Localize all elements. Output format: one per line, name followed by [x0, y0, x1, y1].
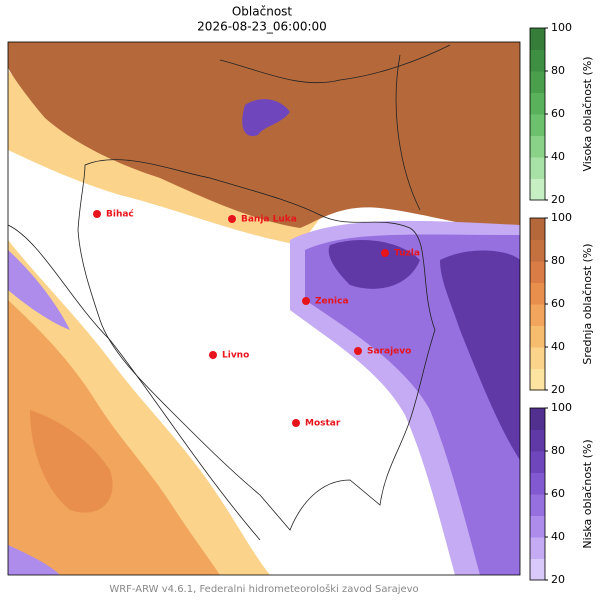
colorbar-band	[530, 347, 545, 369]
colorbar-tick-label: 60	[551, 297, 565, 310]
border-north	[8, 44, 451, 541]
colorbar-band	[530, 429, 545, 452]
city-marker	[354, 347, 362, 355]
colorbar-band	[530, 472, 545, 495]
city-label: Sarajevo	[367, 347, 411, 357]
colorbar-label: Visoka oblačnost (%)	[581, 56, 594, 171]
colorbar-band	[530, 157, 545, 179]
colorbar-band	[530, 325, 545, 348]
colorbar-band	[530, 239, 545, 262]
colorbar-tick-label: 100	[551, 401, 572, 414]
colorbar-band	[530, 49, 545, 72]
city-marker	[292, 419, 300, 427]
colorbar-tick-label: 40	[551, 530, 565, 543]
colorbar-band	[530, 261, 545, 283]
city-label: Bihać	[106, 209, 134, 220]
colorbar-band	[530, 304, 545, 326]
colorbar-band	[530, 218, 545, 240]
subtitle: 2026-08-23_06:00:00	[197, 20, 327, 34]
city-label: Mostar	[305, 419, 341, 429]
colorbar-tick-label: 60	[551, 487, 565, 500]
map	[7, 41, 521, 576]
colorbar-tick-label: 80	[551, 254, 565, 267]
colorbar-tick-label: 80	[551, 64, 565, 77]
city-label: Zenica	[315, 297, 349, 307]
colorbar-band	[530, 515, 545, 538]
city-marker	[302, 297, 310, 305]
colorbar-tick-label: 40	[551, 150, 565, 163]
mid-cloud-high	[8, 42, 520, 232]
colorbar-tick-label: 100	[551, 21, 572, 34]
colorbar-band	[530, 494, 545, 516]
colorbar-band	[530, 71, 545, 93]
colorbar-label: Srednja oblačnost (%)	[581, 243, 594, 364]
low-cloud-blob	[242, 99, 290, 137]
city-label: Livno	[222, 351, 249, 361]
border	[77, 159, 436, 531]
colorbar-band	[530, 368, 545, 391]
colorbar-tick-label: 60	[551, 107, 565, 120]
city-marker	[228, 215, 236, 223]
colorbar-band	[530, 537, 545, 559]
colorbar-tick-label: 20	[551, 383, 565, 396]
low-cloud-dense	[328, 240, 520, 460]
map-frame	[7, 41, 521, 576]
colorbar-band	[530, 114, 545, 136]
city-marker	[381, 249, 389, 257]
low-cloud-coast	[8, 250, 70, 575]
colorbar-tick-label: 40	[551, 340, 565, 353]
colorbar-label: Niska oblačnost (%)	[581, 439, 594, 548]
colorbar-tick-label: 100	[551, 211, 572, 224]
colorbar-band	[530, 408, 545, 430]
colorbar-tick-label: 20	[551, 193, 565, 206]
colorbar-band	[530, 451, 545, 473]
colorbar-band	[530, 92, 545, 115]
colorbar-tick-label: 80	[551, 444, 565, 457]
mid-cloud-left-dense	[8, 300, 220, 575]
colorbar-band	[530, 135, 545, 158]
city-label: Tuzla	[394, 249, 420, 259]
title: Oblačnost	[232, 5, 293, 19]
colorbar-band	[530, 558, 545, 581]
colorbar-band	[530, 178, 545, 201]
city-marker	[209, 351, 217, 359]
footer: WRF-ARW v4.6.1, Federalni hidrometeorolo…	[109, 583, 418, 595]
mid-cloud-left-core	[30, 410, 113, 513]
colorbar-tick-label: 20	[551, 573, 565, 586]
city-marker	[93, 210, 101, 218]
city-label: Banja Luka	[241, 215, 297, 225]
colorbar-band	[530, 282, 545, 305]
colorbar-band	[530, 28, 545, 50]
